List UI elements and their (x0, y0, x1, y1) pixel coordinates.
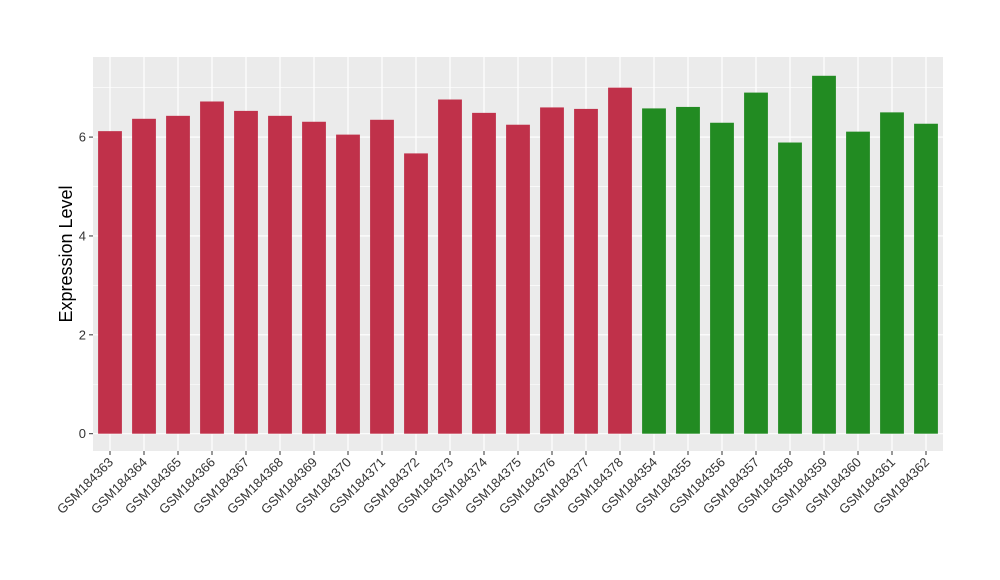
bar-GSM184362 (914, 123, 938, 434)
bar-GSM184357 (744, 92, 768, 434)
bar-GSM184377 (574, 108, 598, 434)
bar-GSM184366 (200, 101, 224, 434)
bar-GSM184359 (812, 75, 836, 434)
bar-GSM184354 (642, 108, 666, 434)
bar-GSM184367 (234, 110, 258, 434)
bar-GSM184355 (676, 106, 700, 434)
bar-GSM184376 (540, 107, 564, 434)
bars (98, 75, 938, 434)
bar-GSM184372 (404, 153, 428, 434)
bar-GSM184365 (166, 115, 190, 434)
y-axis-title: Expression Level (56, 185, 76, 322)
x-axis: GSM184363GSM184364GSM184365GSM184366GSM1… (54, 451, 932, 517)
bar-GSM184358 (778, 142, 802, 434)
bar-GSM184363 (98, 131, 122, 434)
y-tick-label: 6 (79, 130, 86, 145)
bar-GSM184373 (438, 99, 462, 434)
bar-GSM184360 (846, 131, 870, 434)
bar-GSM184356 (710, 122, 734, 434)
y-tick-label: 2 (79, 327, 86, 342)
bar-GSM184369 (302, 121, 326, 434)
bar-GSM184371 (370, 119, 394, 434)
bar-GSM184361 (880, 112, 904, 434)
y-axis: 0 2 4 6 (79, 130, 93, 441)
bar-GSM184375 (506, 124, 530, 434)
y-tick-label: 4 (79, 228, 86, 243)
bar-GSM184364 (132, 118, 156, 434)
bar-GSM184368 (268, 115, 292, 434)
bar-GSM184378 (608, 87, 632, 434)
y-tick-label: 0 (79, 426, 86, 441)
bar-GSM184374 (472, 112, 496, 434)
bar-GSM184370 (336, 134, 360, 434)
